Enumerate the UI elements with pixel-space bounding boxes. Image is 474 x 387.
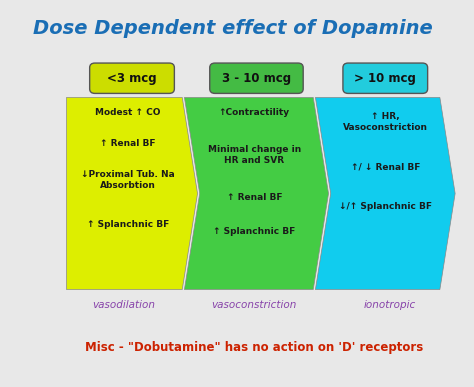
Polygon shape xyxy=(315,98,455,289)
FancyBboxPatch shape xyxy=(343,63,428,93)
Text: <3 mcg: <3 mcg xyxy=(107,72,157,85)
Text: ↑Contractility: ↑Contractility xyxy=(219,108,290,117)
Text: ↓/↑ Splanchnic BF: ↓/↑ Splanchnic BF xyxy=(339,202,432,211)
Text: vasoconstriction: vasoconstriction xyxy=(211,300,297,310)
Text: ↑ Renal BF: ↑ Renal BF xyxy=(227,193,282,202)
Text: ↑ Splanchnic BF: ↑ Splanchnic BF xyxy=(213,228,295,236)
Text: ionotropic: ionotropic xyxy=(364,300,416,310)
Text: ↑ Splanchnic BF: ↑ Splanchnic BF xyxy=(87,220,169,229)
Text: ↑ HR,
Vasoconstriction: ↑ HR, Vasoconstriction xyxy=(343,112,428,132)
FancyBboxPatch shape xyxy=(210,63,303,93)
Text: ↑ Renal BF: ↑ Renal BF xyxy=(100,139,155,148)
Text: Misc - "Dobutamine" has no action on 'D' receptors: Misc - "Dobutamine" has no action on 'D'… xyxy=(85,341,423,354)
Polygon shape xyxy=(66,98,198,289)
Text: ↓Proximal Tub. Na
Absorbtion: ↓Proximal Tub. Na Absorbtion xyxy=(81,170,174,190)
Text: Dose Dependent effect of Dopamine: Dose Dependent effect of Dopamine xyxy=(33,19,432,38)
Text: 3 - 10 mcg: 3 - 10 mcg xyxy=(222,72,291,85)
Text: ↑/ ↓ Renal BF: ↑/ ↓ Renal BF xyxy=(351,162,420,171)
Polygon shape xyxy=(184,98,328,289)
Text: Modest ↑ CO: Modest ↑ CO xyxy=(95,108,160,117)
Text: Minimal change in
HR and SVR: Minimal change in HR and SVR xyxy=(208,145,301,165)
Text: > 10 mcg: > 10 mcg xyxy=(355,72,416,85)
Text: vasodilation: vasodilation xyxy=(92,300,155,310)
FancyBboxPatch shape xyxy=(90,63,174,93)
